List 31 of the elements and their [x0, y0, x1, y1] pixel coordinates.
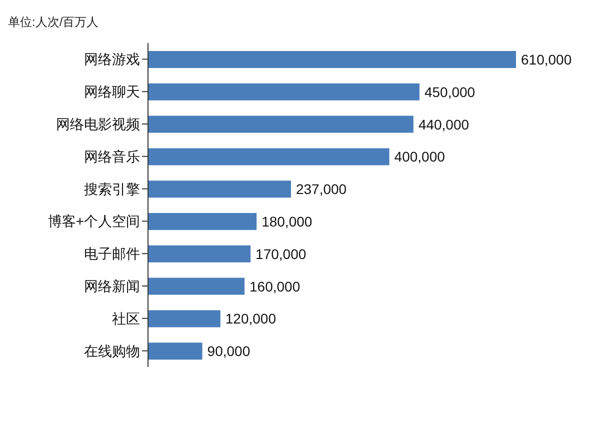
data-label: 160,000 — [250, 278, 300, 294]
y-tick-label: 在线购物 — [84, 342, 140, 359]
y-tick-label: 网络游戏 — [84, 51, 140, 68]
bar — [148, 278, 245, 295]
data-label: 237,000 — [296, 181, 347, 198]
y-tick-label: 网络新闻 — [84, 278, 140, 294]
data-label: 400,000 — [394, 148, 446, 165]
data-label: 610,000 — [521, 51, 572, 68]
y-tick-label: 网络聊天 — [84, 84, 140, 100]
bar — [148, 83, 420, 100]
y-tick-label: 网络音乐 — [84, 148, 140, 164]
data-label: 440,000 — [418, 116, 470, 132]
y-tick-label: 博客+个人空间 — [48, 213, 140, 230]
bar — [148, 213, 257, 230]
bar — [148, 245, 251, 262]
y-tick-label: 网络电影视频 — [56, 116, 140, 132]
data-label: 170,000 — [256, 246, 306, 262]
bar — [148, 310, 220, 328]
y-tick-label: 社区 — [112, 310, 140, 326]
y-tick-label: 搜索引擎 — [84, 180, 140, 197]
bar — [148, 51, 516, 68]
data-label: 120,000 — [225, 310, 276, 327]
y-tick-label: 电子邮件 — [84, 246, 140, 262]
data-label: 180,000 — [262, 213, 312, 230]
chart-subtitle: 单位:人次/百万人 — [8, 14, 100, 31]
bar — [148, 342, 202, 360]
bar — [148, 148, 390, 166]
bar — [148, 180, 291, 198]
bar — [148, 116, 414, 133]
data-label: 450,000 — [424, 84, 476, 100]
data-label: 90,000 — [207, 343, 250, 360]
